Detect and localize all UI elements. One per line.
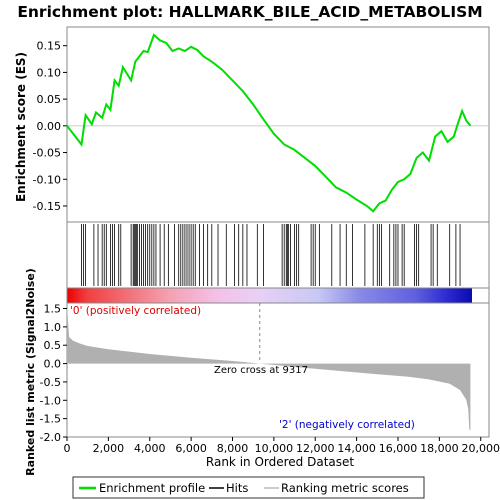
metric-y-axis-label: Ranked list metric (Signal2Noise) — [24, 268, 37, 476]
x-tick-label: 14,000 — [337, 442, 376, 455]
metric-y-tick-label: 0.0 — [44, 358, 62, 371]
es-y-tick-label: 0.05 — [37, 93, 62, 106]
metric-y-ticks: 1.5 1.0 0.5 0.0 -0.5 -1.0 -1.5 -2.0 — [40, 303, 67, 444]
color-bar-gradient — [67, 288, 472, 303]
legend: Enrichment profile Hits Ranking metric s… — [72, 476, 425, 499]
es-plot-frame — [66, 26, 490, 223]
ranked-metric-panel: 1.5 1.0 0.5 0.0 -0.5 -1.0 -1.5 -2.0 '0' (positi… — [24, 268, 490, 476]
zero-cross-label: Zero cross at 9317 — [214, 365, 308, 376]
es-y-axis-label: Enrichment score (ES) — [14, 52, 28, 202]
metric-y-tick-label: 1.5 — [44, 303, 62, 316]
es-y-tick-label: 0.15 — [37, 40, 62, 53]
x-axis-label: Rank in Ordered Dataset — [206, 455, 354, 469]
chart-title: Enrichment plot: HALLMARK_BILE_ACID_META… — [17, 3, 482, 21]
legend-box — [72, 476, 425, 499]
x-tick-label: 12,000 — [296, 442, 335, 455]
enrichment-profile-line — [66, 33, 472, 213]
hit-lines-group — [81, 224, 461, 286]
es-y-tick-label: -0.10 — [33, 173, 61, 186]
x-tick-label: 8,000 — [217, 442, 249, 455]
x-tick-label: 16,000 — [379, 442, 418, 455]
legend-profile-label: Enrichment profile — [99, 481, 205, 495]
hits-panel — [66, 221, 490, 289]
x-tick-label: 10,000 — [255, 442, 294, 455]
es-y-tick-label: -0.05 — [33, 147, 61, 160]
ranking-metric-area — [67, 304, 471, 430]
x-tick-label: 0 — [64, 442, 71, 455]
metric-y-tick-label: 1.0 — [44, 321, 62, 334]
x-tick-label: 18,000 — [420, 442, 459, 455]
positive-correlation-label: '0' (positively correlated) — [70, 305, 201, 317]
negative-correlation-label: '2' (negatively correlated) — [279, 419, 415, 431]
x-tick-label: 6,000 — [175, 442, 207, 455]
enrichment-score-panel: 0.15 0.10 0.05 0.00 -0.05 -0.10 -0.15 Enrichme… — [14, 26, 490, 223]
ranking-color-bar — [66, 287, 490, 304]
es-y-tick-label: 0.10 — [37, 66, 62, 79]
x-axis: 0 2,000 4,000 6,000 8,000 10,000 12,000 14,000 1… — [64, 437, 500, 455]
metric-y-tick-label: -1.0 — [40, 394, 61, 407]
hits-frame — [66, 221, 490, 289]
metric-y-tick-label: 0.5 — [44, 339, 62, 352]
x-tick-label: 20,000 — [461, 442, 500, 455]
metric-y-tick-label: -0.5 — [40, 376, 61, 389]
es-y-ticks: 0.15 0.10 0.05 0.00 -0.05 -0.10 -0.15 — [33, 40, 67, 213]
es-y-tick-label: -0.15 — [33, 200, 61, 213]
metric-y-tick-label: -1.5 — [40, 413, 61, 426]
metric-y-tick-label: -2.0 — [40, 431, 61, 444]
x-tick-label: 4,000 — [134, 442, 166, 455]
legend-metric-label: Ranking metric scores — [281, 481, 409, 495]
es-y-tick-label: 0.00 — [37, 120, 62, 133]
legend-hits-label: Hits — [226, 481, 248, 495]
x-tick-label: 2,000 — [93, 442, 125, 455]
